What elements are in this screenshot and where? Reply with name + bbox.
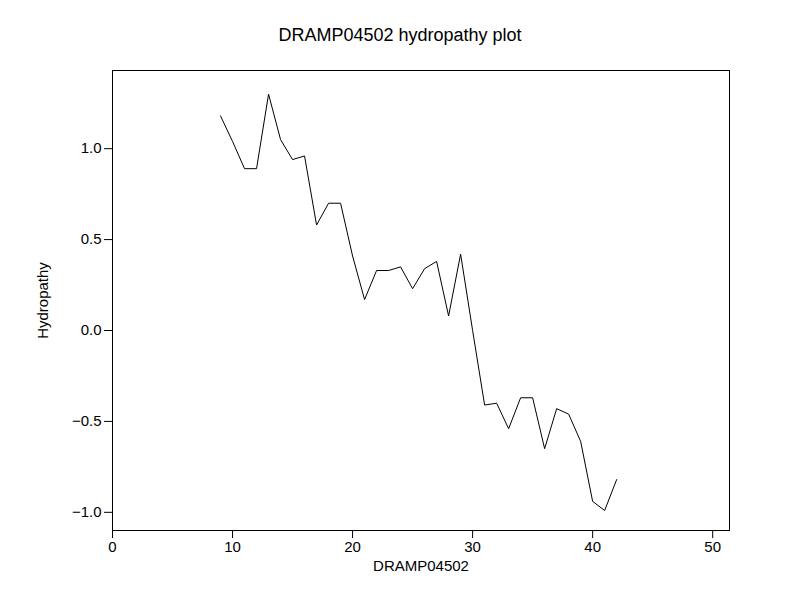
svg-text:30: 30 bbox=[464, 538, 481, 555]
svg-text:0.5: 0.5 bbox=[81, 230, 102, 247]
svg-text:−0.5: −0.5 bbox=[72, 412, 102, 429]
svg-text:50: 50 bbox=[704, 538, 721, 555]
svg-text:40: 40 bbox=[584, 538, 601, 555]
svg-text:20: 20 bbox=[344, 538, 361, 555]
svg-text:0: 0 bbox=[108, 538, 116, 555]
svg-text:Hydropathy: Hydropathy bbox=[34, 262, 51, 339]
svg-text:0.0: 0.0 bbox=[81, 321, 102, 338]
html-text:DRAMP04502 hydropathy plot: DRAMP04502 hydropathy plot bbox=[278, 25, 522, 45]
svg-text:10: 10 bbox=[224, 538, 241, 555]
svg-text:−1.0: −1.0 bbox=[72, 503, 102, 520]
svg-text:DRAMP04502: DRAMP04502 bbox=[373, 557, 469, 574]
svg-text:1.0: 1.0 bbox=[81, 139, 102, 156]
